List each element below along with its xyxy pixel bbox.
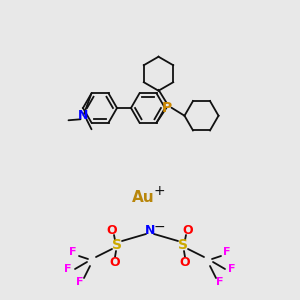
Text: O: O xyxy=(107,224,117,236)
Text: F: F xyxy=(216,277,224,287)
Text: F: F xyxy=(76,277,84,287)
Text: Au: Au xyxy=(132,190,154,206)
Text: N: N xyxy=(145,224,155,236)
Text: O: O xyxy=(110,256,120,268)
Text: F: F xyxy=(64,264,72,274)
Text: F: F xyxy=(69,247,77,257)
Text: F: F xyxy=(223,247,231,257)
Text: S: S xyxy=(178,238,188,252)
Text: O: O xyxy=(180,256,190,268)
Text: +: + xyxy=(153,184,165,198)
Text: F: F xyxy=(228,264,236,274)
Text: S: S xyxy=(112,238,122,252)
Text: O: O xyxy=(183,224,193,236)
Text: P: P xyxy=(161,101,172,115)
Text: N: N xyxy=(78,109,89,122)
Text: −: − xyxy=(153,220,165,234)
